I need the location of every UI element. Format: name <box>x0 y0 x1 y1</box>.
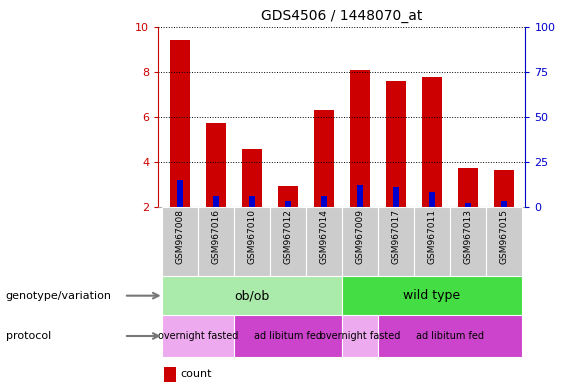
Bar <box>206 123 225 207</box>
Bar <box>162 276 342 315</box>
Bar <box>422 76 442 207</box>
Bar <box>378 315 522 357</box>
Bar <box>450 207 486 276</box>
Bar <box>162 315 234 357</box>
Bar <box>321 196 327 207</box>
Bar <box>234 315 342 357</box>
Text: ad libitum fed: ad libitum fed <box>416 331 484 341</box>
Bar <box>357 185 363 207</box>
Bar <box>242 149 262 207</box>
Text: GSM967008: GSM967008 <box>175 209 184 265</box>
Text: protocol: protocol <box>6 331 51 341</box>
Text: count: count <box>181 369 212 379</box>
Title: GDS4506 / 1448070_at: GDS4506 / 1448070_at <box>261 9 423 23</box>
Text: overnight fasted: overnight fasted <box>158 331 238 341</box>
Bar <box>342 207 378 276</box>
Bar <box>386 81 406 207</box>
Bar <box>234 207 270 276</box>
Bar <box>177 180 182 207</box>
Bar <box>429 192 435 207</box>
Text: ob/ob: ob/ob <box>234 289 270 302</box>
Bar <box>378 207 414 276</box>
Bar <box>458 168 478 207</box>
Text: ad libitum fed: ad libitum fed <box>254 331 322 341</box>
Bar <box>314 110 334 207</box>
Text: genotype/variation: genotype/variation <box>6 291 112 301</box>
Text: GSM967014: GSM967014 <box>319 209 328 264</box>
Text: GSM967017: GSM967017 <box>392 209 401 265</box>
Bar <box>285 200 291 207</box>
Text: wild type: wild type <box>403 289 460 302</box>
Bar <box>414 207 450 276</box>
Text: GSM967015: GSM967015 <box>499 209 508 265</box>
Bar <box>494 170 514 207</box>
Bar <box>162 207 198 276</box>
Bar <box>170 40 190 207</box>
Text: GSM967011: GSM967011 <box>427 209 436 265</box>
Bar <box>350 70 370 207</box>
Text: GSM967009: GSM967009 <box>355 209 364 265</box>
Bar <box>249 196 255 207</box>
Text: overnight fasted: overnight fasted <box>320 331 400 341</box>
Bar <box>213 196 219 207</box>
Bar <box>501 200 507 207</box>
Text: GSM967010: GSM967010 <box>247 209 257 265</box>
Text: GSM967012: GSM967012 <box>283 209 292 264</box>
Bar <box>198 207 234 276</box>
Text: GSM967013: GSM967013 <box>463 209 472 265</box>
Bar <box>486 207 522 276</box>
Bar <box>342 276 522 315</box>
Bar <box>306 207 342 276</box>
Bar <box>465 203 471 207</box>
Text: GSM967016: GSM967016 <box>211 209 220 265</box>
Bar <box>270 207 306 276</box>
Bar <box>342 315 378 357</box>
Bar <box>393 187 399 207</box>
Bar <box>278 186 298 207</box>
